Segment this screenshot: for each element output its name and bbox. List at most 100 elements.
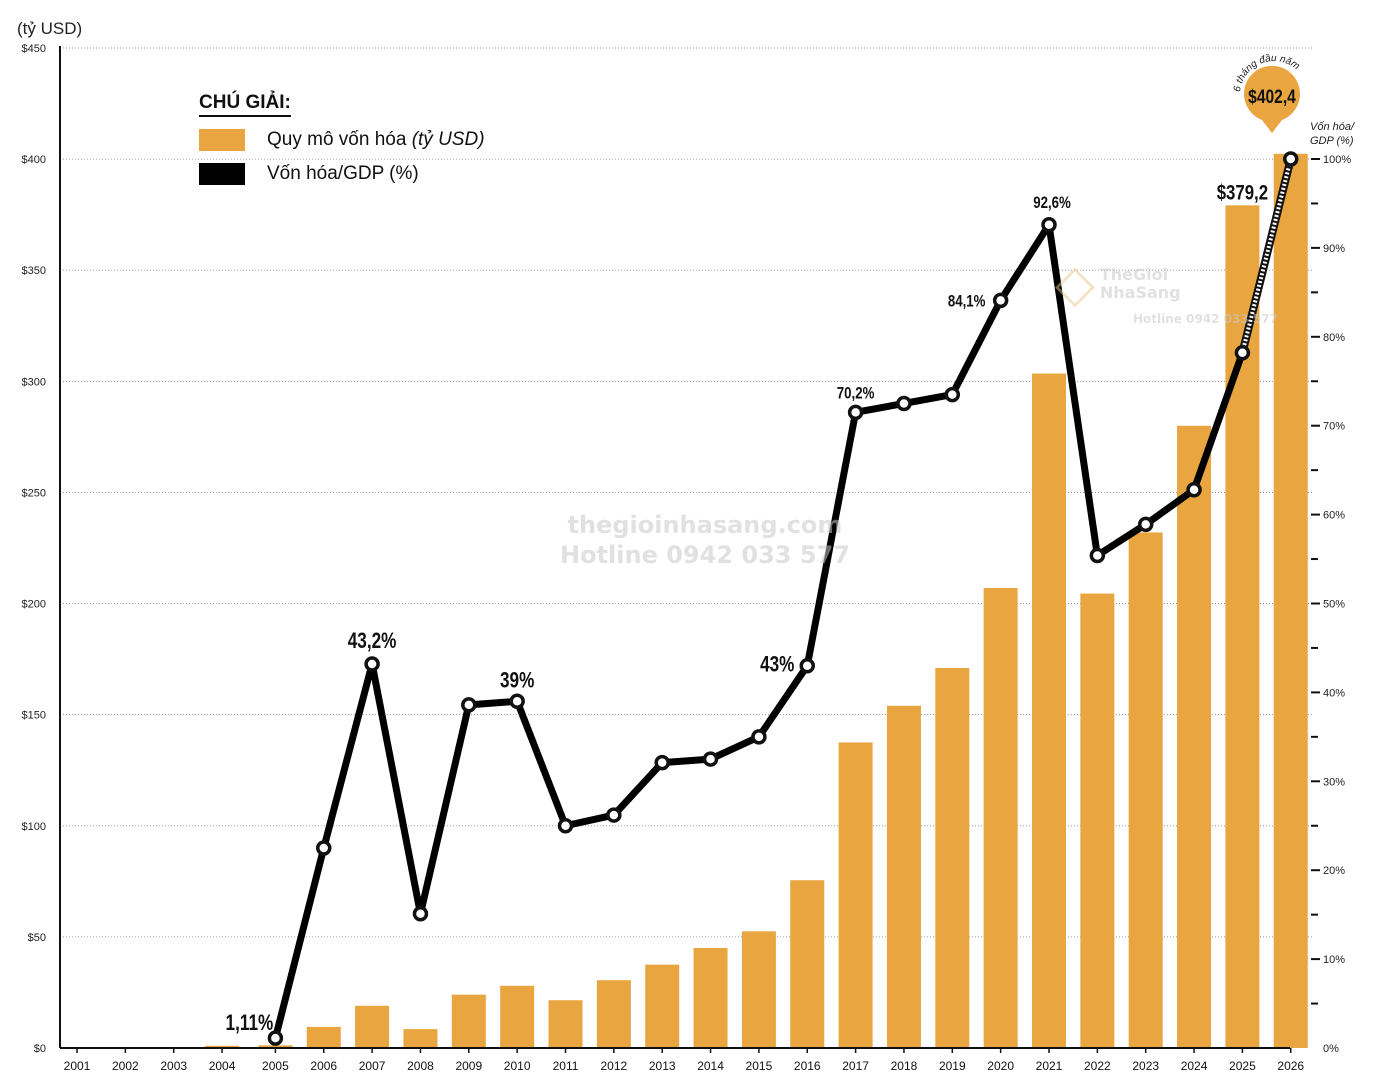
legend-item-bars: Quy mô vốn hóa (tỷ USD) [199, 129, 485, 151]
bar [403, 1029, 438, 1048]
bar [1128, 532, 1163, 1048]
line-point [1186, 481, 1202, 498]
left-axis-tick-label: $200 [22, 599, 46, 611]
left-axis-tick-label: $300 [22, 376, 46, 388]
line-point [799, 657, 815, 674]
line-point [557, 818, 574, 834]
line-point [364, 656, 380, 672]
legend-swatch-bars [199, 129, 245, 151]
line-series [267, 151, 1299, 1046]
diamond-logo-icon: ◇ [1055, 254, 1095, 314]
bar [838, 742, 873, 1048]
line-point [1041, 217, 1057, 233]
legend-swatch-line [199, 163, 245, 185]
bar [1080, 593, 1115, 1048]
line-data-label: 1,11% [226, 1011, 274, 1036]
left-axis-tick-label: $0 [34, 1043, 46, 1055]
bar [258, 1045, 293, 1048]
x-axis-tick-label: 2006 [310, 1059, 337, 1073]
x-axis-tick-label: 2016 [794, 1059, 821, 1073]
line-point [267, 1030, 284, 1046]
left-axis-tick-label: $350 [22, 265, 46, 277]
x-axis-tick-label: 2020 [987, 1059, 1014, 1073]
right-axis-tick-label: 80% [1323, 332, 1345, 344]
x-axis-tick-label: 2012 [600, 1059, 627, 1073]
last-bar-callout: $402,4 6 tháng đầu năm [1232, 52, 1302, 133]
right-axis-title-line1: Vốn hóa/ [1310, 121, 1355, 133]
x-axis-tick-label: 2022 [1084, 1059, 1111, 1073]
bar [306, 1026, 341, 1048]
legend-title: CHÚ GIẢI: [199, 92, 291, 117]
line-point [896, 395, 912, 412]
line-data-label: 70,2% [837, 384, 875, 403]
left-axis-tick-label: $400 [22, 154, 46, 166]
legend-item-line: Vốn hóa/GDP (%) [199, 163, 485, 185]
watermark-logo: ◇ TheGioi NhaSang Hotline 0942 033 577 [1055, 258, 1278, 328]
x-axis-tick-label: 2007 [359, 1059, 386, 1073]
bar [741, 931, 776, 1048]
bar [935, 668, 970, 1048]
line-point [1137, 516, 1154, 533]
right-axis-tick-label: 20% [1323, 865, 1345, 877]
right-axis-title: Vốn hóa/ GDP (%) [1310, 120, 1354, 148]
x-axis-tick-label: 2017 [842, 1059, 869, 1073]
watermark-logo-line1: TheGioi [1099, 265, 1169, 284]
line-data-label: 43% [760, 653, 795, 678]
x-axis-tick-label: 2023 [1132, 1059, 1159, 1073]
right-axis-tick-label: 50% [1323, 599, 1345, 611]
legend-label-bars-unit: (tỷ USD) [411, 129, 485, 150]
line-data-label: 92,6% [1033, 193, 1071, 212]
line-point [1089, 547, 1106, 564]
bar [1225, 205, 1260, 1049]
callout-pin-shape [1244, 65, 1301, 133]
line-dashed-segment [1240, 158, 1293, 354]
legend: CHÚ GIẢI: Quy mô vốn hóa (tỷ USD) Vốn hó… [199, 92, 485, 185]
watermark-center: thegioinhasang.com Hotline 0942 033 577 [560, 510, 850, 570]
data-labels: $379,2 1,11% 43,2% 39% 43% 70,2% 84,1% 92,6% [226, 182, 1269, 1036]
right-axis-title-line2: GDP (%) [1310, 135, 1354, 147]
left-axis-tick-label: $450 [22, 43, 46, 55]
right-axis-tick-label: 10% [1323, 954, 1345, 966]
line-data-label: 43,2% [348, 629, 397, 654]
bar [548, 1000, 583, 1048]
bar [790, 880, 825, 1048]
x-axis-tick-label: 2019 [939, 1059, 966, 1073]
x-axis-tick-label: 2025 [1229, 1059, 1256, 1073]
right-axis-tick-label: 100% [1323, 154, 1351, 166]
x-axis-tick-label: 2002 [112, 1059, 139, 1073]
x-axis-tick-label: 2001 [64, 1059, 91, 1073]
line-point [847, 404, 864, 421]
x-axis-tick-label: 2024 [1181, 1059, 1208, 1073]
line-point [606, 807, 622, 823]
watermark-logo-line2: NhaSang [1099, 283, 1181, 302]
x-axis-tick-label: 2011 [553, 1059, 579, 1073]
x-axis-tick-label: 2021 [1036, 1059, 1063, 1073]
bar [205, 1045, 240, 1048]
line-point [461, 697, 477, 713]
bar [1177, 425, 1212, 1048]
bar [693, 948, 728, 1048]
bar [451, 994, 486, 1048]
line-point [702, 751, 719, 767]
right-axis-tick-label: 90% [1323, 243, 1345, 255]
legend-label-bars: Quy mô vốn hóa (tỷ USD) [267, 129, 485, 150]
left-axis-unit-label: (tỷ USD) [17, 19, 83, 38]
line-point [654, 754, 670, 771]
left-axis-tick-label: $250 [22, 487, 46, 499]
x-axis-tick-label: 2008 [407, 1059, 434, 1073]
bar [645, 964, 680, 1048]
right-axis-tick-label: 0% [1323, 1043, 1339, 1055]
right-axis-tick-label: 30% [1323, 776, 1345, 788]
right-axis-tick-label: 40% [1323, 687, 1345, 699]
watermark-logo-line3: Hotline 0942 033 577 [1133, 312, 1278, 326]
x-axis-tick-label: 2026 [1277, 1059, 1304, 1073]
x-axis-tick-label: 2013 [649, 1059, 676, 1073]
watermark-line2: Hotline 0942 033 577 [560, 541, 850, 569]
bar [1273, 153, 1308, 1048]
axes: $0 $50 $100 $150 $200 $250 $300 $350 $400 $450 0% 1… [22, 43, 1352, 1073]
line-data-label: 39% [500, 668, 535, 693]
right-axis-tick-label: 60% [1323, 510, 1345, 522]
x-axis-tick-label: 2014 [697, 1059, 724, 1073]
left-axis-tick-label: $50 [28, 932, 46, 944]
